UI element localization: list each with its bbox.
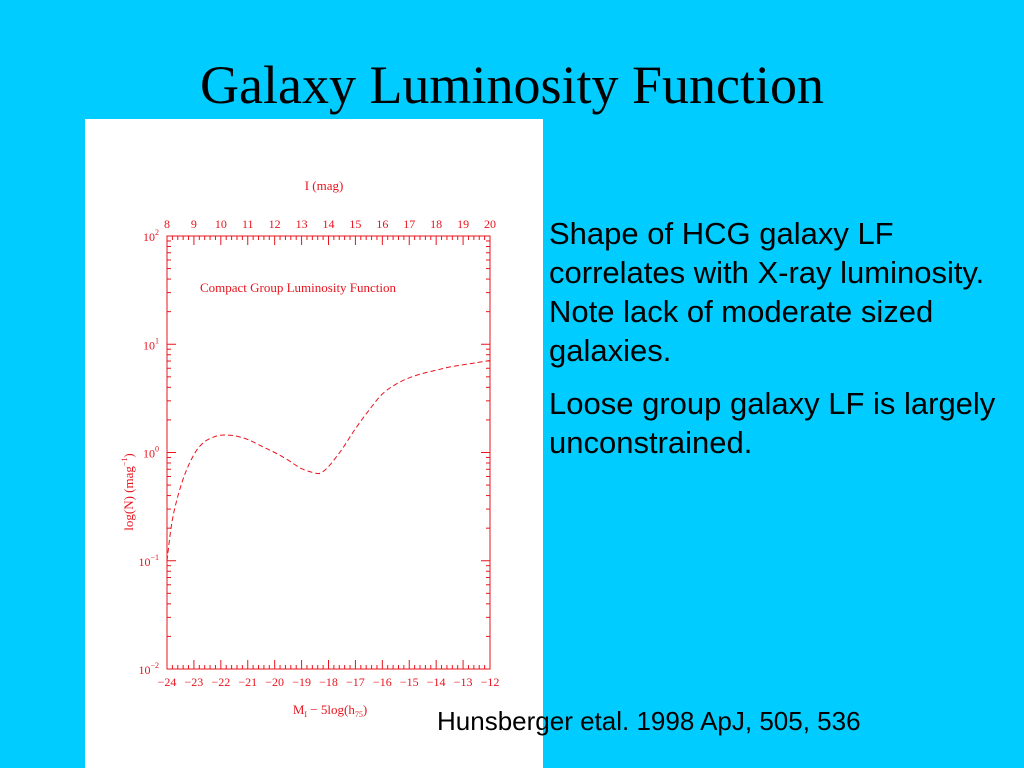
x-tick-label: −12 bbox=[481, 675, 500, 689]
plot-frame bbox=[166, 235, 491, 670]
top-tick-label: 9 bbox=[191, 217, 197, 231]
x-tick-label: −13 bbox=[454, 675, 473, 689]
bullet-item: Loose group galaxy LF is largely unconst… bbox=[549, 386, 996, 461]
top-tick-label: 8 bbox=[164, 217, 170, 231]
x-tick-label: −16 bbox=[373, 675, 392, 689]
top-tick-label: 12 bbox=[269, 217, 281, 231]
x-tick-label: −22 bbox=[211, 675, 230, 689]
top-tick-label: 18 bbox=[430, 217, 442, 231]
x-tick-label: −19 bbox=[292, 675, 311, 689]
top-tick-label: 11 bbox=[242, 217, 254, 231]
x-tick-label: −20 bbox=[265, 675, 284, 689]
top-tick-label: 17 bbox=[403, 217, 415, 231]
chart-title: Compact Group Luminosity Function bbox=[200, 280, 397, 295]
bullet-item: Shape of HCG galaxy LF correlates with X… bbox=[549, 216, 985, 369]
top-axis-label: I (mag) bbox=[305, 178, 344, 193]
x-tick-label: −24 bbox=[158, 675, 177, 689]
y-axis-label: log(N) (mag−1) bbox=[120, 453, 136, 530]
y-tick-label: 102 bbox=[143, 228, 159, 244]
top-tick-label: 13 bbox=[296, 217, 308, 231]
y-tick-label: 100 bbox=[143, 445, 159, 461]
lf-curve bbox=[166, 360, 491, 561]
top-tick-label: 10 bbox=[215, 217, 227, 231]
top-tick-label: 19 bbox=[457, 217, 469, 231]
figure-panel: −24 8 −23 9 −22 10 −21 11 −20 12 −19 13 −18 14 −17 15 −1… bbox=[85, 119, 543, 768]
x-tick-label: −14 bbox=[427, 675, 446, 689]
citation: Hunsberger etal. 1998 ApJ, 505, 536 bbox=[437, 706, 861, 736]
y-tick-label: 101 bbox=[143, 336, 159, 352]
top-tick-label: 15 bbox=[349, 217, 361, 231]
y-tick-label: 10−2 bbox=[138, 661, 159, 677]
top-tick-label: 20 bbox=[484, 217, 496, 231]
x-tick-label: −18 bbox=[319, 675, 338, 689]
x-tick-label: −17 bbox=[346, 675, 365, 689]
x-axis-label: MI − 5log(h75) bbox=[293, 702, 367, 719]
top-tick-label: 14 bbox=[323, 217, 335, 231]
x-tick-label: −21 bbox=[238, 675, 257, 689]
x-tick-label: −23 bbox=[185, 675, 204, 689]
luminosity-function-chart: −24 8 −23 9 −22 10 −21 11 −20 12 −19 13 −18 14 −17 15 −1… bbox=[120, 178, 500, 719]
y-tick-label: 10−1 bbox=[138, 553, 159, 569]
x-tick-label: −15 bbox=[400, 675, 419, 689]
slide-title: Galaxy Luminosity Function bbox=[200, 55, 824, 115]
bullet-list: Shape of HCG galaxy LF correlates with X… bbox=[549, 214, 1019, 476]
top-tick-label: 16 bbox=[376, 217, 388, 231]
